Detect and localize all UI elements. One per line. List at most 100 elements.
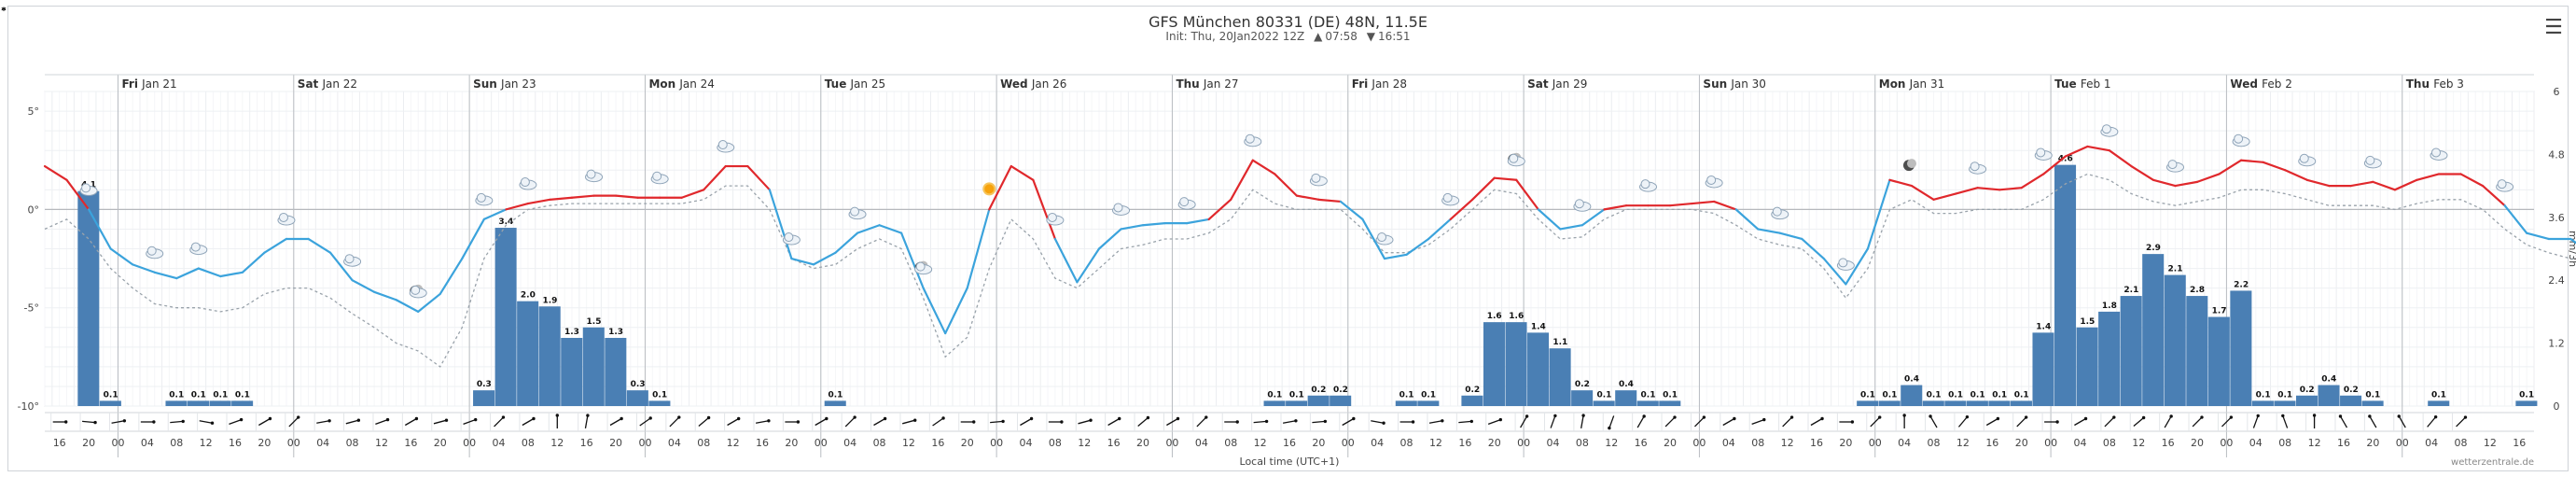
- wind-arrow-shaft: [404, 417, 417, 427]
- moon-shade: [1907, 159, 1916, 169]
- day-label: Tue Jan 25: [825, 77, 885, 91]
- precip-bar: [1330, 395, 1352, 406]
- precip-bar: [2142, 254, 2165, 406]
- cloud-icon: [189, 242, 208, 256]
- x-hour-tick-label: 00: [463, 437, 476, 449]
- wind-arrow-head: [853, 415, 856, 419]
- wind-arrow-icon: [2104, 415, 2116, 428]
- cloud-puff: [146, 246, 157, 256]
- wind-arrow-icon: [2427, 414, 2438, 428]
- x-hour-tick-label: 12: [1254, 437, 1267, 449]
- wind-arrow-head: [1204, 415, 1208, 419]
- cloud-puff: [278, 212, 288, 222]
- hamburger-menu-icon[interactable]: ☰: [2544, 16, 2563, 39]
- temp-2m-segment: [1998, 187, 2023, 191]
- wind-arrow-shaft: [1520, 415, 1528, 428]
- x-hour-tick-label: 20: [434, 437, 447, 449]
- snow-cloud-icon: [79, 183, 98, 196]
- precip-bar: [517, 301, 539, 406]
- temp-2m-segment: [1427, 217, 1452, 241]
- wind-arrow-icon: [1282, 419, 1298, 424]
- cloud-icon: [2232, 133, 2250, 147]
- temp-2m-segment: [944, 287, 968, 335]
- temp-2m-segment: [1580, 208, 1606, 227]
- temp-2m-segment: [746, 164, 771, 191]
- x-hour-tick-label: 20: [1664, 437, 1677, 449]
- temp-2m-segment: [549, 196, 574, 201]
- wind-arrow-head: [1118, 416, 1121, 421]
- wind-arrow-shaft: [229, 418, 242, 426]
- snow-cloud-icon: [650, 171, 669, 185]
- wind-arrow-shaft: [1870, 416, 1881, 428]
- wind-arrow-shaft: [2221, 416, 2232, 428]
- temp-2m-segment: [526, 198, 551, 205]
- x-hour-tick-label: 16: [53, 437, 66, 449]
- temp-2m-segment: [2284, 169, 2308, 181]
- day-label: Fri Jan 28: [1352, 77, 1407, 91]
- x-hour-tick-label: 08: [1751, 437, 1764, 449]
- x-hour-tick-label: 08: [2278, 437, 2291, 449]
- wind-arrow-icon: [522, 416, 536, 427]
- wind-arrow-head: [2338, 414, 2343, 418]
- wind-arrow-head: [1820, 416, 1824, 421]
- snow-cloud-icon: [2363, 155, 2382, 169]
- precip-bar-label: 1.4: [2036, 322, 2051, 331]
- wind-arrow-head: [1673, 415, 1677, 419]
- cloud-puff: [411, 285, 421, 295]
- precip-bar-label: 0.4: [2321, 375, 2336, 385]
- wind-arrow-icon: [1520, 414, 1529, 428]
- wind-arrow-icon: [2368, 414, 2377, 428]
- temp-2m-segment: [109, 247, 134, 266]
- x-hour-tick-label: 20: [785, 437, 798, 449]
- wind-arrow-shaft: [2192, 416, 2203, 428]
- snow-cloud-icon: [2298, 153, 2317, 167]
- precip-bar: [1878, 400, 1901, 406]
- precip-bar-label: 0.3: [631, 380, 646, 389]
- cloud-puff: [2365, 155, 2375, 165]
- x-hour-tick-label: 00: [2044, 437, 2057, 449]
- snow-flakes: * *: [0, 7, 7, 16]
- temp-2m-segment: [132, 263, 156, 274]
- wind-arrow-icon: [1166, 416, 1180, 427]
- temp-2m-segment: [680, 189, 705, 199]
- temp-2m-segment: [263, 237, 288, 254]
- precip-bar-label: 2.1: [2123, 286, 2138, 295]
- cloud-icon: [2034, 147, 2053, 161]
- temp-2m-segment: [922, 287, 947, 335]
- precip-bar: [1636, 400, 1659, 406]
- precip-bar: [1395, 400, 1417, 406]
- cloud-puff: [784, 232, 794, 243]
- wind-arrow-head: [1264, 419, 1269, 424]
- precip-bar: [165, 400, 188, 406]
- wind-arrow-icon: [494, 415, 506, 428]
- precip-bar: [1286, 400, 1308, 406]
- wind-arrow-icon: [463, 417, 478, 426]
- wind-arrow-icon: [1957, 414, 1970, 428]
- cloud-puff: [1442, 192, 1453, 203]
- precip-bar: [1483, 322, 1505, 406]
- x-hour-tick-label: 04: [668, 437, 681, 449]
- wind-arrow-head: [1525, 414, 1529, 418]
- x-hour-tick-label: 12: [550, 437, 564, 449]
- wind-arrow-shaft: [2339, 415, 2348, 428]
- x-hour-tick-label: 04: [141, 437, 154, 449]
- precip-bar: [561, 337, 583, 406]
- wind-arrow-head: [1029, 416, 1034, 421]
- temp-2m-segment: [1339, 200, 1364, 221]
- wind-arrow-icon: [1902, 414, 1906, 428]
- cloud-puff: [2036, 147, 2046, 158]
- precip-bar-label: 0.1: [1596, 390, 1611, 400]
- wind-arrow-head: [1176, 416, 1180, 421]
- temp-2m-segment: [856, 224, 881, 234]
- precip-bar-label: 1.6: [1487, 312, 1502, 321]
- precip-bar-label: 0.1: [1399, 390, 1414, 400]
- wind-arrow-icon: [2397, 414, 2406, 428]
- x-hour-tick-label: 16: [2162, 437, 2175, 449]
- wind-arrow-head: [2055, 420, 2059, 424]
- precip-bar: [2032, 332, 2054, 406]
- wind-arrow-shaft: [1487, 418, 1501, 426]
- x-hour-tick-label: 12: [1078, 437, 1091, 449]
- cloud-puff: [1311, 173, 1321, 183]
- wind-arrow-head: [2281, 414, 2285, 418]
- precip-bar: [605, 337, 627, 406]
